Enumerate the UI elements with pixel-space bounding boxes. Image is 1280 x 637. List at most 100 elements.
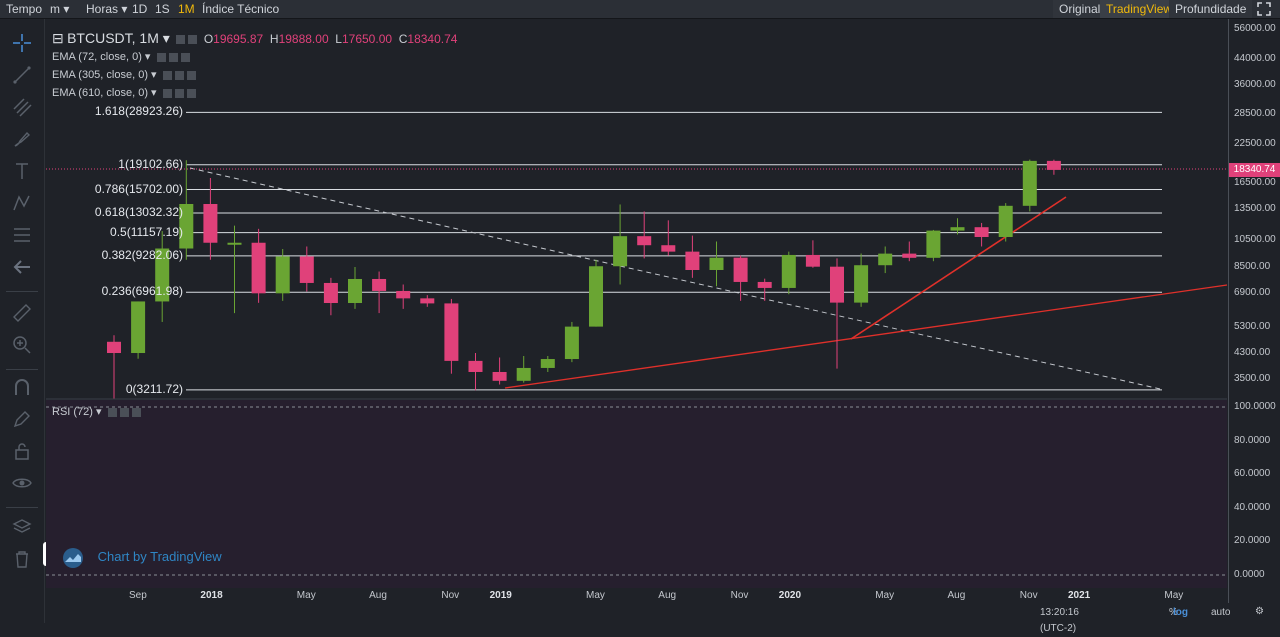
time-axis-label: Aug [369, 590, 387, 601]
candle-body [637, 236, 652, 246]
candle-body [878, 253, 893, 266]
percent-toggle[interactable]: % [1169, 607, 1178, 618]
candle-body [1046, 160, 1061, 170]
candle-body [396, 290, 411, 299]
close-value: 18340.74 [407, 32, 458, 46]
price-axis-label: 6900.00 [1234, 287, 1271, 299]
technical-index-button[interactable]: Índice Técnico [202, 2, 280, 16]
pitchfork-icon[interactable] [10, 95, 34, 119]
candle-body [998, 205, 1013, 237]
eye-icon[interactable] [10, 471, 34, 495]
settings-icon[interactable] [156, 52, 166, 62]
interval-1m-button[interactable]: 1M [178, 2, 195, 16]
brush-icon[interactable] [10, 127, 34, 151]
ruler-icon[interactable] [10, 301, 34, 325]
magnet-icon[interactable] [10, 375, 34, 399]
interval-1s-button[interactable]: 1S [155, 2, 170, 16]
time-axis-label: May [296, 590, 316, 601]
pattern-icon[interactable] [10, 191, 34, 215]
rsi-panel-background [46, 400, 1227, 588]
log-toggle[interactable]: log [1173, 607, 1188, 618]
price-axis-label: 4300.00 [1234, 347, 1271, 358]
price-axis[interactable] [1228, 19, 1280, 603]
visibility-icon[interactable] [119, 407, 129, 417]
chart-legend-main: ⊟ BTCUSDT, 1M ▾ O19695.87 H19888.00 L176… [52, 30, 457, 47]
trend-line-icon[interactable] [10, 63, 34, 87]
time-axis-label: 2020 [778, 590, 802, 601]
chevron-down-icon[interactable]: ▾ [158, 30, 170, 46]
crosshair-icon[interactable] [10, 31, 34, 55]
rsi-legend[interactable]: RSI (72) ▾ [52, 405, 141, 418]
rsi-axis-label: 20.0000 [1234, 535, 1271, 547]
price-axis-label: 13500.00 [1234, 202, 1276, 214]
price-axis-label: 44000.00 [1234, 53, 1276, 65]
depth-view-button[interactable]: Profundidade [1169, 0, 1253, 18]
ema-legend-3[interactable]: EMA (610, close, 0) ▾ [52, 86, 196, 99]
time-axis-label: Sep [129, 590, 147, 601]
hours-dropdown[interactable]: Horas ▾ [86, 2, 128, 16]
candle-body [902, 253, 917, 258]
candle-body [589, 266, 603, 327]
collapse-icon[interactable]: ⊟ [52, 30, 64, 46]
visibility-icon[interactable] [168, 52, 178, 62]
candle-body [830, 266, 844, 303]
settings-icon[interactable] [162, 88, 172, 98]
open-label: O [203, 32, 214, 46]
toolbar-divider [6, 507, 38, 508]
text-tool-icon[interactable] [10, 159, 34, 183]
auto-toggle[interactable]: auto [1211, 607, 1231, 618]
ema-legend-2[interactable]: EMA (305, close, 0) ▾ [52, 68, 196, 81]
candle-body [275, 256, 290, 294]
fib-level-label: 0.5(11157.19) [110, 224, 183, 239]
candle-body [372, 278, 387, 291]
settings-icon[interactable] [176, 35, 186, 45]
visibility-icon[interactable] [174, 70, 184, 80]
close-icon[interactable] [180, 52, 190, 62]
fib-tool-icon[interactable] [10, 223, 34, 247]
layers-icon[interactable] [10, 515, 34, 539]
interval-1d-button[interactable]: 1D [132, 2, 148, 16]
original-view-button[interactable]: Original [1053, 0, 1107, 18]
close-icon[interactable] [186, 88, 196, 98]
ema-72-label: EMA (72, close, 0) [52, 51, 142, 63]
candle-body [299, 256, 314, 283]
tradingview-watermark[interactable]: Chart by TradingView [60, 545, 222, 569]
tradingview-view-button[interactable]: TradingView [1100, 0, 1179, 18]
back-arrow-icon[interactable] [10, 255, 34, 279]
lock-icon[interactable] [10, 439, 34, 463]
drawing-toolbar [0, 19, 45, 623]
visibility-icon[interactable] [174, 88, 184, 98]
visibility-icon[interactable] [188, 35, 198, 45]
current-price-badge: 18340.74 [1229, 163, 1280, 177]
settings-gear-icon[interactable]: ⚙ [1255, 606, 1264, 617]
high-label: H [269, 32, 279, 46]
close-icon[interactable] [186, 70, 196, 80]
time-axis-label: Aug [658, 590, 677, 601]
high-value: 19888.00 [278, 32, 329, 46]
ema-legend-1[interactable]: EMA (72, close, 0) ▾ [52, 50, 190, 63]
fib-level-label: 0.382(9282.06) [101, 247, 183, 262]
rsi-axis-label: 100.0000 [1234, 401, 1276, 412]
time-axis-label: Nov [1019, 590, 1038, 601]
zoom-in-icon[interactable] [10, 333, 34, 357]
watermark-text: Chart by TradingView [97, 549, 222, 564]
candle-body [444, 303, 459, 361]
candle-body [492, 371, 507, 381]
candle-body [131, 301, 146, 354]
time-axis-label: May [1164, 590, 1184, 601]
candle-body [854, 265, 869, 303]
symbol-name[interactable]: BTCUSDT, 1M [67, 30, 159, 46]
trash-icon[interactable] [10, 547, 34, 571]
settings-icon[interactable] [162, 70, 172, 80]
settings-icon[interactable] [107, 407, 117, 417]
candle-body [733, 257, 748, 282]
rsi-axis-label: 0.0000 [1234, 569, 1265, 580]
minutes-dropdown[interactable]: m ▾ [50, 2, 70, 16]
rsi-axis-label: 60.0000 [1234, 468, 1271, 480]
candle-body [757, 281, 772, 288]
price-axis-label: 22500.00 [1234, 138, 1276, 150]
close-icon[interactable] [131, 407, 141, 417]
price-chart[interactable] [0, 0, 1280, 623]
pencil-lock-icon[interactable] [10, 407, 34, 431]
fullscreen-icon[interactable] [1256, 1, 1272, 17]
